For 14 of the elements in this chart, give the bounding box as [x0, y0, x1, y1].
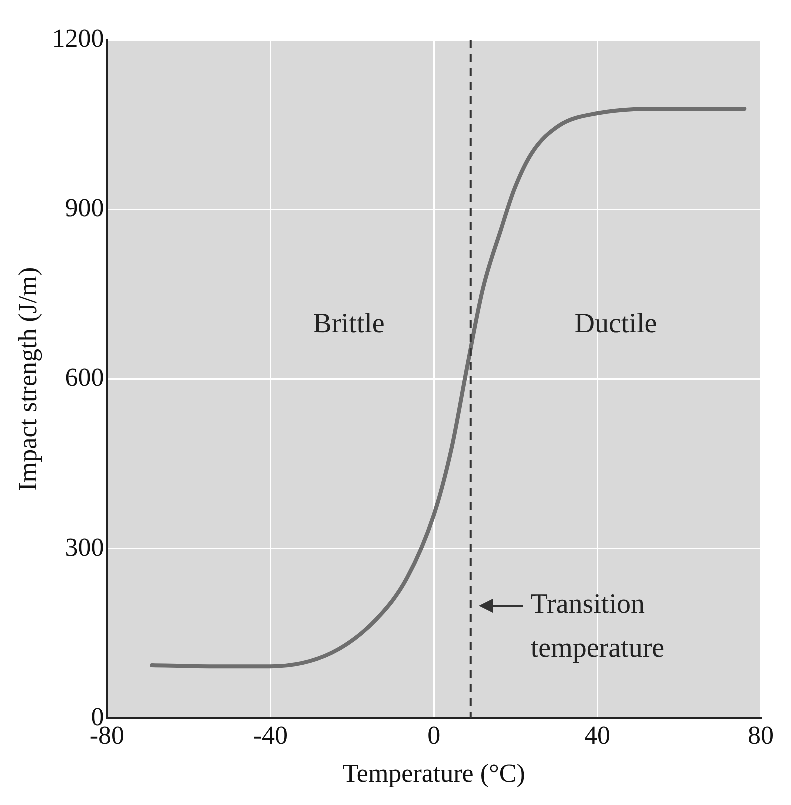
annotation: Brittle	[313, 308, 385, 340]
x-tick-label: 80	[748, 721, 774, 750]
y-axis-title: Impact strength (J/m)	[13, 267, 42, 492]
y-tick-label: 1200	[52, 24, 104, 53]
x-tick-label: -40	[253, 721, 288, 750]
y-tick-label: 600	[65, 363, 104, 392]
annotation: Ductile	[574, 308, 658, 340]
line-series	[150, 106, 747, 669]
x-tick-label: 0	[428, 721, 441, 750]
y-tick-label: 900	[65, 193, 104, 222]
y-tick-label: 300	[65, 532, 104, 562]
x-axis-title: Temperature (°C)	[342, 759, 526, 788]
annotation: Transition temperature	[530, 588, 665, 664]
x-tick-label: 40	[584, 721, 611, 750]
